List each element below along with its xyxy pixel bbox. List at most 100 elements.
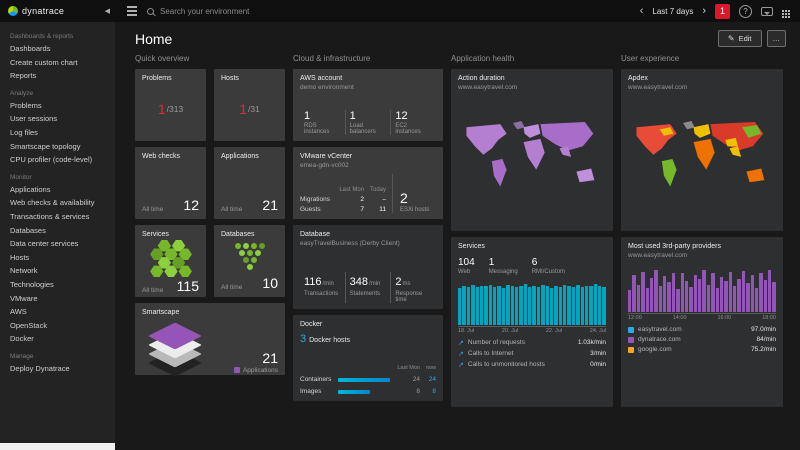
sidebar-item-docker[interactable]: Docker — [10, 334, 34, 344]
problems-badge[interactable]: 1 — [715, 3, 730, 19]
sidebar-item-network[interactable]: Network — [10, 266, 38, 276]
bar — [528, 286, 532, 325]
sidebar-item-user-sessions[interactable]: User sessions — [10, 114, 58, 124]
tile-subtitle: demo environment — [300, 83, 354, 91]
more-button[interactable]: … — [766, 30, 786, 47]
bar — [541, 285, 545, 325]
bar — [554, 285, 558, 325]
tile-problems[interactable]: Problems 1 /313 — [135, 69, 206, 141]
sidebar-item-transactions-services[interactable]: Transactions & services — [10, 211, 90, 221]
vmware-esxi-stat: 2 ESXi hosts — [392, 174, 436, 213]
sidebar-item-create-custom-chart[interactable]: Create custom chart — [10, 57, 78, 67]
tile-third-party-providers[interactable]: Most used 3rd-party providers www.easytr… — [621, 237, 783, 407]
sidebar-item-databases[interactable]: Databases — [10, 225, 46, 235]
edit-button-label: Edit — [738, 34, 752, 43]
services-stats: 104 Web 1 Messaging 6 RMI/Custom — [458, 257, 606, 275]
sidebar-item-problems[interactable]: Problems — [10, 100, 42, 110]
service-metrics: ↗ Number of requests 1.03k/min ↗ Calls t… — [458, 339, 606, 369]
tile-apdex[interactable]: Apdex www.easytravel.com — [621, 69, 783, 231]
time-range-selector[interactable]: Last 7 days — [652, 6, 694, 16]
tile-hosts[interactable]: Hosts 1 /31 — [214, 69, 285, 141]
sidebar-item-log-files[interactable]: Log files — [10, 127, 38, 137]
smartscape-applications-label: Applications — [233, 367, 278, 374]
sidebar-item-technologies[interactable]: Technologies — [10, 279, 54, 289]
bar — [676, 289, 680, 313]
tile-docker[interactable]: Docker 3 Docker hosts Last Mon now Contai… — [293, 315, 443, 401]
metric-row[interactable]: dynatrace.com 84/min — [628, 336, 776, 343]
db-stat-statements: 348/min Statements — [344, 272, 391, 303]
tile-vmware[interactable]: VMware vCenter emea-gdn-vc002 Last Mon T… — [293, 147, 443, 219]
bar — [728, 271, 732, 313]
sidebar-item-deploy-dynatrace[interactable]: Deploy Dynatrace — [10, 363, 70, 373]
sidebar-item-openstack[interactable]: OpenStack — [10, 320, 48, 330]
metric-row[interactable]: easytravel.com 97.0/min — [628, 326, 776, 333]
sidebar-item-reports[interactable]: Reports — [10, 71, 37, 81]
sidebar-item-cpu-profiler[interactable]: CPU profiler (code-level) — [10, 155, 93, 165]
sidebar-item-smartscape-topology[interactable]: Smartscape topology — [10, 141, 81, 151]
bar — [506, 285, 510, 325]
bar — [519, 285, 523, 325]
tile-smartscape[interactable]: Smartscape 21 Applications — [135, 303, 285, 377]
tile-title: Docker — [300, 321, 323, 328]
bar — [750, 275, 754, 313]
bar — [466, 286, 471, 325]
time-prev-button[interactable]: ‹ — [639, 4, 644, 17]
tile-web-checks[interactable]: Web checks All time 12 — [135, 147, 206, 219]
tile-title: Applications — [221, 153, 259, 160]
tile-subtitle: www.easytravel.com — [628, 251, 688, 259]
trend-arrow-icon: ↗ — [458, 339, 464, 347]
chat-icon[interactable] — [761, 6, 773, 16]
sidebar-section-dashboards-reports: Dashboards & reports — [10, 33, 74, 40]
trend-arrow-icon: ↗ — [458, 350, 464, 358]
stat-messaging: 1 Messaging — [488, 256, 518, 275]
bar — [746, 283, 750, 313]
providers-bar-chart[interactable] — [628, 268, 776, 313]
sidebar-item-data-center-services[interactable]: Data center services — [10, 239, 79, 249]
application-icon — [233, 367, 240, 374]
docker-images-bar — [338, 389, 370, 394]
tile-databases[interactable]: Databases All time — [214, 225, 285, 297]
sidebar-item-hosts[interactable]: Hosts — [10, 252, 30, 262]
sidebar-item-aws[interactable]: AWS — [10, 307, 27, 317]
metric-row[interactable]: ↗ Calls to Internet 3/min — [458, 350, 606, 358]
tile-aws[interactable]: AWS account demo environment 1 RDS insta… — [293, 69, 443, 141]
metric-row[interactable]: ↗ Number of requests 1.03k/min — [458, 339, 606, 347]
sidebar-item-applications[interactable]: Applications — [10, 184, 51, 194]
time-next-button[interactable]: › — [702, 4, 706, 17]
provider-metrics: easytravel.com 97.0/min dynatrace.com 84… — [628, 326, 776, 353]
sidebar-section-analyze: Analyze — [10, 89, 34, 97]
tile-applications[interactable]: Applications All time 21 — [214, 147, 285, 219]
sidebar-item-dashboards[interactable]: Dashboards — [10, 44, 51, 53]
help-icon[interactable]: ? — [739, 4, 752, 18]
logo[interactable]: dynatrace ◀ — [0, 0, 115, 22]
bar — [563, 284, 567, 325]
apps-grid-icon[interactable] — [782, 10, 784, 12]
bar — [475, 287, 479, 325]
service-requests-bar-chart[interactable] — [458, 281, 606, 325]
world-map-apdex — [636, 120, 765, 187]
edit-button[interactable]: ✎ Edit — [717, 30, 762, 47]
sidebar-item-web-checks[interactable]: Web checks & availability — [10, 198, 95, 208]
bar — [733, 285, 737, 313]
scope-label: All time — [221, 206, 243, 213]
docker-table: Last Mon now Containers 24 24 Images 8 8 — [300, 365, 436, 395]
metric-row[interactable]: google.com 75.2/min — [628, 346, 776, 353]
tile-title: Action duration — [458, 75, 505, 82]
menu-icon[interactable] — [127, 10, 137, 12]
bar — [641, 271, 645, 313]
tile-services[interactable]: Services A — [135, 225, 206, 297]
tile-subtitle: www.easytravel.com — [628, 83, 688, 91]
bar — [711, 273, 715, 313]
scope-label: All time — [142, 286, 164, 294]
metric-row[interactable]: ↗ Calls to unmonitored hosts 0/min — [458, 361, 606, 369]
sidebar-item-vmware[interactable]: VMware — [10, 293, 38, 303]
tile-action-duration[interactable]: Action duration www.easytravel.com — [451, 69, 613, 231]
search-input[interactable]: Search your environment — [147, 7, 640, 16]
bar — [671, 272, 676, 313]
sidebar-collapse-icon[interactable]: ◀ — [104, 8, 110, 15]
tile-services-chart[interactable]: Services 104 Web 1 Messaging 6 — [451, 237, 613, 407]
bar — [715, 288, 719, 313]
tile-database[interactable]: Database easyTravelBusiness (Derby Clien… — [293, 225, 443, 309]
tile-title: AWS account — [300, 75, 343, 82]
